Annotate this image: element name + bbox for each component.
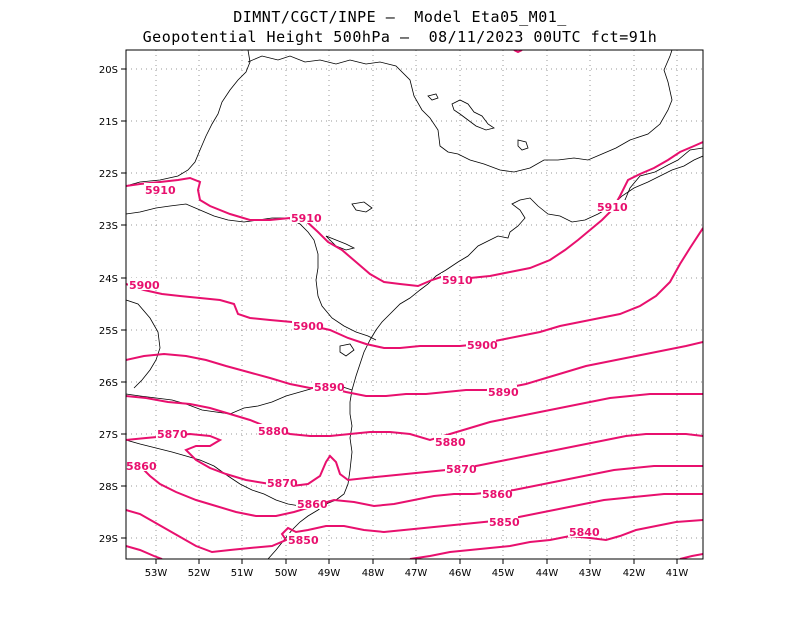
axis-tick-marks bbox=[121, 68, 678, 564]
contour-label: 5890 bbox=[488, 386, 519, 399]
lat-tick-label: 20S bbox=[99, 65, 118, 76]
contour-lines bbox=[126, 50, 703, 559]
contour-label: 5860 bbox=[482, 488, 513, 501]
coastline-and-borders bbox=[126, 50, 703, 559]
lon-tick-label: 47W bbox=[405, 568, 428, 579]
contour-5870 bbox=[126, 432, 703, 488]
contour-label: 5910 bbox=[145, 184, 176, 197]
contour-label: 5850 bbox=[489, 516, 520, 529]
lat-tick-label: 21S bbox=[99, 117, 118, 128]
lake-5 bbox=[517, 139, 529, 151]
grid-lines bbox=[126, 50, 703, 559]
lon-tick-label: 53W bbox=[145, 568, 168, 579]
contour-fragment-top bbox=[513, 50, 523, 54]
sao-paulo-parana-border bbox=[126, 203, 377, 341]
lon-tick-label: 48W bbox=[362, 568, 385, 579]
contour-labels: 5910 5910 5910 5910 5900 5900 5900 5890 … bbox=[125, 183, 628, 547]
minas-north-border bbox=[247, 50, 673, 173]
lake-6 bbox=[339, 343, 355, 357]
lon-tick-label: 52W bbox=[188, 568, 211, 579]
west-border bbox=[126, 299, 161, 389]
rio-border bbox=[611, 155, 703, 207]
lat-tick-label: 24S bbox=[99, 274, 118, 285]
lon-tick-label: 50W bbox=[275, 568, 298, 579]
contour-5900 bbox=[126, 227, 703, 349]
lon-tick-label: 45W bbox=[492, 568, 515, 579]
contour-label: 5900 bbox=[129, 279, 160, 292]
minas-gerais-border bbox=[126, 50, 251, 187]
contour-label: 5910 bbox=[597, 201, 628, 214]
lat-tick-label: 22S bbox=[99, 169, 118, 180]
contour-label: 5870 bbox=[446, 463, 477, 476]
contour-label: 5910 bbox=[442, 274, 473, 287]
lon-tick-label: 44W bbox=[536, 568, 559, 579]
contour-5860 bbox=[126, 459, 703, 517]
map-title-line-1: DIMNT/CGCT/INPE — Model Eta05_M01_ bbox=[233, 8, 567, 26]
contour-label: 5900 bbox=[293, 320, 324, 333]
contour-label: 5870 bbox=[267, 477, 298, 490]
contour-label: 5880 bbox=[258, 425, 289, 438]
lat-tick-label: 23S bbox=[99, 221, 118, 232]
lake-2 bbox=[427, 93, 439, 101]
lat-tick-label: 28S bbox=[99, 482, 118, 493]
contour-5830 bbox=[679, 553, 703, 559]
contour-label: 5840 bbox=[569, 526, 600, 539]
contour-label: 5860 bbox=[297, 498, 328, 511]
map-title-line-2: Geopotential Height 500hPa — 08/11/2023 … bbox=[142, 28, 658, 46]
latitude-axis: 20S 21S 22S 23S 24S 25S 26S 27S 28S 29S bbox=[99, 65, 118, 545]
atlantic-coastline bbox=[267, 147, 703, 559]
lat-tick-label: 25S bbox=[99, 326, 118, 337]
contour-label: 5850 bbox=[288, 534, 319, 547]
contour-5910 bbox=[126, 141, 703, 288]
lon-tick-label: 49W bbox=[318, 568, 341, 579]
contour-label: 5860 bbox=[126, 460, 157, 473]
map-frame bbox=[125, 49, 704, 560]
contour-label: 5870 bbox=[157, 428, 188, 441]
santa-catarina-rs-border bbox=[126, 439, 311, 509]
contour-label: 5890 bbox=[314, 381, 345, 394]
lake-1 bbox=[451, 99, 495, 131]
lon-tick-label: 46W bbox=[449, 568, 472, 579]
lat-tick-label: 27S bbox=[99, 430, 118, 441]
lon-tick-label: 41W bbox=[666, 568, 689, 579]
lat-tick-label: 29S bbox=[99, 534, 118, 545]
lon-tick-label: 51W bbox=[231, 568, 254, 579]
lon-tick-label: 43W bbox=[579, 568, 602, 579]
contour-5840 bbox=[126, 519, 703, 559]
lake-3 bbox=[351, 201, 373, 213]
longitude-axis: 53W 52W 51W 50W 49W 48W 47W 46W 45W 44W … bbox=[145, 568, 689, 579]
contour-5880 bbox=[126, 393, 703, 442]
contour-5850 bbox=[126, 493, 703, 554]
contour-label: 5910 bbox=[291, 212, 322, 225]
contour-5890 bbox=[126, 341, 703, 397]
contour-label: 5900 bbox=[467, 339, 498, 352]
lat-tick-label: 26S bbox=[99, 378, 118, 389]
contour-label: 5880 bbox=[435, 436, 466, 449]
lon-tick-label: 42W bbox=[623, 568, 646, 579]
